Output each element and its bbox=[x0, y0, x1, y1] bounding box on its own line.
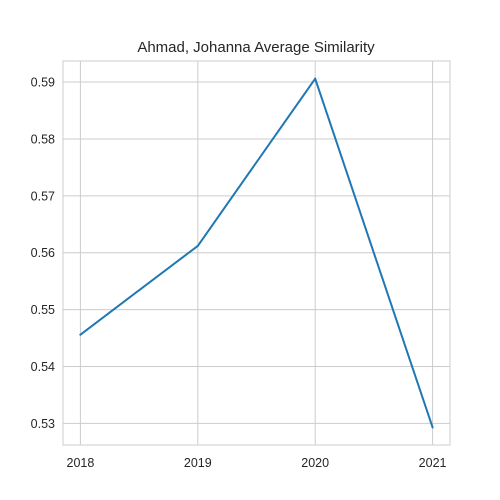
data-point bbox=[431, 426, 434, 429]
data-point bbox=[314, 77, 317, 80]
y-tick-label: 0.59 bbox=[31, 76, 55, 90]
y-tick-label: 0.57 bbox=[31, 189, 55, 203]
series-layer bbox=[79, 77, 434, 429]
x-tick-label: 2019 bbox=[184, 456, 212, 470]
x-tick-labels: 2018 2019 2020 2021 bbox=[67, 456, 447, 470]
y-tick-labels: 0.53 0.54 0.55 0.56 0.57 0.58 0.59 bbox=[31, 76, 55, 431]
data-point bbox=[196, 244, 199, 247]
plot-frame bbox=[62, 60, 451, 446]
y-tick-label: 0.53 bbox=[31, 417, 55, 431]
x-tick-label: 2018 bbox=[67, 456, 95, 470]
x-tick-label: 2020 bbox=[301, 456, 329, 470]
data-point bbox=[79, 333, 82, 336]
y-tick-label: 0.58 bbox=[31, 132, 55, 146]
grid bbox=[63, 61, 450, 445]
x-tick-label: 2021 bbox=[419, 456, 447, 470]
y-tick-label: 0.54 bbox=[31, 360, 55, 374]
series-line bbox=[79, 77, 434, 429]
chart-title: Ahmad, Johanna Average Similarity bbox=[137, 39, 375, 56]
y-tick-label: 0.55 bbox=[31, 303, 55, 317]
y-tick-label: 0.56 bbox=[31, 246, 55, 260]
